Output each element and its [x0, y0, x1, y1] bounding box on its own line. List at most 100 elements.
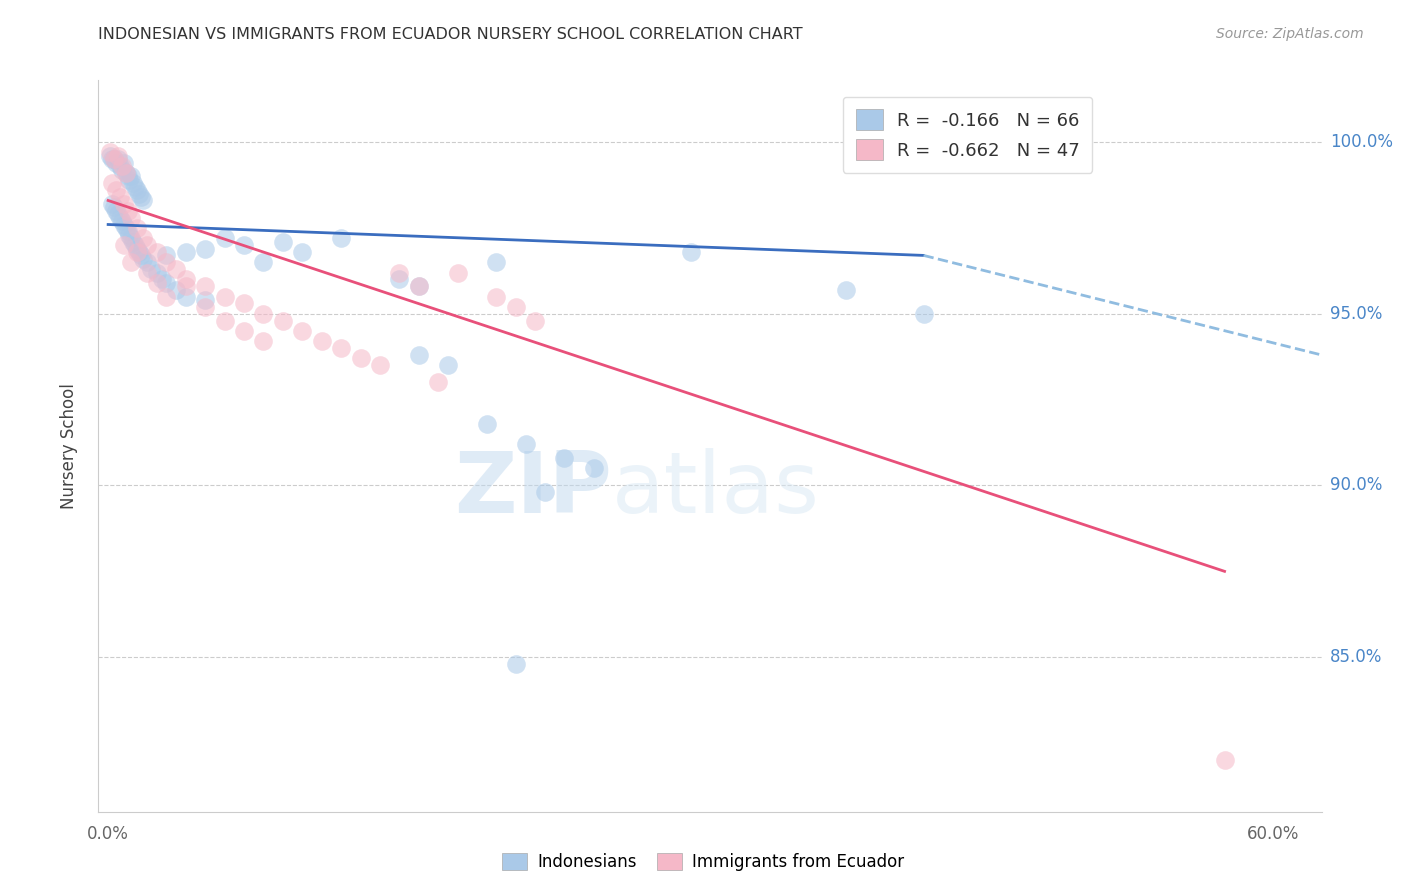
- Point: [427, 376, 450, 390]
- Point: [165, 262, 187, 277]
- Point: [122, 176, 145, 190]
- Point: [524, 313, 547, 327]
- Point: [368, 359, 391, 373]
- Point: [437, 359, 460, 373]
- Point: [128, 244, 150, 259]
- Text: 90.0%: 90.0%: [1330, 476, 1382, 494]
- Point: [194, 293, 217, 307]
- Point: [252, 255, 274, 269]
- Point: [271, 235, 294, 249]
- Point: [505, 300, 527, 314]
- Point: [136, 266, 159, 280]
- Point: [111, 162, 134, 177]
- Point: [112, 155, 135, 169]
- Point: [214, 231, 236, 245]
- Point: [194, 242, 217, 256]
- Point: [155, 255, 177, 269]
- Point: [129, 190, 152, 204]
- Point: [127, 183, 149, 197]
- Point: [233, 324, 256, 338]
- Point: [388, 266, 411, 280]
- Point: [136, 238, 159, 252]
- Point: [145, 244, 167, 259]
- Point: [291, 244, 314, 259]
- Legend: R =  -0.166   N = 66, R =  -0.662   N = 47: R = -0.166 N = 66, R = -0.662 N = 47: [842, 96, 1092, 173]
- Point: [1213, 753, 1236, 767]
- Point: [505, 657, 527, 671]
- Point: [485, 255, 508, 269]
- Point: [117, 203, 139, 218]
- Point: [104, 183, 127, 197]
- Point: [388, 272, 411, 286]
- Point: [127, 244, 149, 259]
- Point: [132, 252, 155, 266]
- Point: [118, 173, 141, 187]
- Point: [104, 155, 127, 169]
- Point: [127, 242, 149, 256]
- Point: [155, 290, 177, 304]
- Point: [174, 244, 197, 259]
- Point: [271, 313, 294, 327]
- Point: [446, 266, 468, 280]
- Point: [145, 266, 167, 280]
- Point: [117, 224, 139, 238]
- Point: [515, 437, 537, 451]
- Point: [104, 203, 127, 218]
- Point: [101, 197, 124, 211]
- Point: [108, 190, 131, 204]
- Point: [122, 235, 145, 249]
- Point: [120, 255, 142, 269]
- Point: [114, 166, 136, 180]
- Point: [194, 279, 217, 293]
- Point: [136, 255, 159, 269]
- Text: 100.0%: 100.0%: [1330, 133, 1393, 151]
- Text: 85.0%: 85.0%: [1330, 648, 1382, 666]
- Text: atlas: atlas: [612, 449, 820, 532]
- Point: [233, 296, 256, 310]
- Point: [108, 159, 131, 173]
- Point: [152, 272, 174, 286]
- Point: [108, 211, 131, 225]
- Point: [912, 307, 935, 321]
- Point: [111, 214, 134, 228]
- Point: [291, 324, 314, 338]
- Point: [252, 334, 274, 349]
- Point: [124, 179, 146, 194]
- Point: [112, 197, 135, 211]
- Point: [534, 485, 557, 500]
- Point: [252, 307, 274, 321]
- Point: [349, 351, 371, 366]
- Point: [174, 279, 197, 293]
- Point: [128, 186, 150, 201]
- Point: [835, 283, 858, 297]
- Point: [120, 211, 142, 225]
- Point: [408, 348, 430, 362]
- Point: [101, 153, 124, 167]
- Point: [124, 238, 146, 252]
- Text: ZIP: ZIP: [454, 449, 612, 532]
- Point: [408, 279, 430, 293]
- Point: [145, 276, 167, 290]
- Point: [485, 290, 508, 304]
- Point: [174, 290, 197, 304]
- Point: [214, 313, 236, 327]
- Point: [103, 153, 125, 167]
- Point: [127, 221, 149, 235]
- Point: [114, 166, 136, 180]
- Point: [107, 207, 129, 221]
- Text: 95.0%: 95.0%: [1330, 305, 1382, 323]
- Point: [111, 159, 134, 173]
- Legend: Indonesians, Immigrants from Ecuador: Indonesians, Immigrants from Ecuador: [494, 845, 912, 880]
- Point: [107, 149, 129, 163]
- Point: [112, 218, 135, 232]
- Point: [553, 450, 575, 465]
- Point: [174, 272, 197, 286]
- Point: [132, 194, 155, 208]
- Point: [103, 200, 125, 214]
- Point: [118, 227, 141, 242]
- Point: [120, 169, 142, 184]
- Point: [311, 334, 333, 349]
- Point: [408, 279, 430, 293]
- Point: [117, 169, 139, 184]
- Point: [233, 238, 256, 252]
